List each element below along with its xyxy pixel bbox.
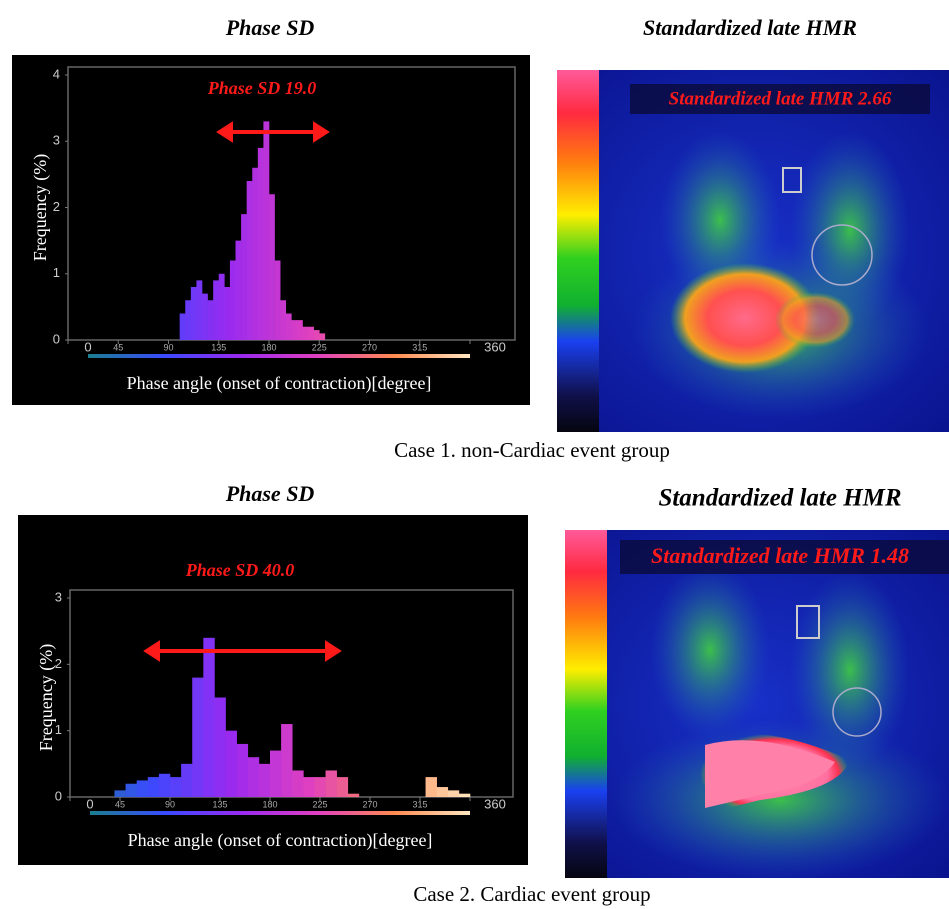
x-tick-label: 360: [484, 796, 506, 811]
y-tick-label: 3: [53, 133, 60, 148]
histogram-bar: [252, 168, 258, 340]
caption: Case 1. non-Cardiac event group: [394, 438, 670, 462]
x-tick-label: 90: [165, 799, 175, 809]
histogram-bar: [426, 777, 437, 797]
histogram-bar: [230, 261, 236, 341]
x-axis-label: Phase angle (onset of contraction)[degre…: [128, 830, 433, 851]
histogram-bar: [270, 751, 281, 797]
histogram-bar: [214, 698, 225, 798]
histogram-bar: [292, 770, 303, 797]
histogram-bar: [248, 757, 259, 797]
histogram-bar: [196, 280, 202, 340]
histogram-bar: [263, 121, 269, 340]
image-label: Standardized late HMR 1.48: [651, 543, 909, 568]
histogram-title: Phase SD: [225, 15, 315, 40]
x-tick-label: 270: [362, 342, 377, 352]
histogram-bar: [203, 638, 214, 797]
scan-image: Standardized late HMR 1.48: [565, 530, 949, 880]
image-title: Standardized late HMR: [643, 15, 857, 40]
histogram-bar: [159, 774, 170, 797]
y-tick-label: 3: [55, 589, 62, 604]
x-tick-label: 135: [212, 799, 227, 809]
histogram-bar: [191, 287, 197, 340]
histogram-bar: [286, 314, 292, 341]
annotation: Phase SD 19.0: [207, 78, 317, 98]
y-axis-label: Frequency (%): [30, 154, 51, 261]
histogram-bar: [258, 148, 264, 340]
x-tick-label: 45: [115, 799, 125, 809]
histogram-bar: [185, 300, 191, 340]
x-tick-label: 225: [312, 342, 327, 352]
scan-image: Standardized late HMR 2.66: [557, 70, 949, 432]
histogram-bar: [181, 764, 192, 797]
histogram-bar: [226, 731, 237, 797]
histogram-bar: [337, 777, 348, 797]
x-tick-label: 315: [412, 799, 427, 809]
histogram-bar: [319, 333, 325, 340]
x-tick-label: 180: [261, 342, 276, 352]
histogram-bar: [269, 194, 275, 340]
histogram-bar: [224, 287, 230, 340]
image-title: Standardized late HMR: [658, 485, 901, 512]
y-tick-label: 0: [55, 788, 62, 803]
histogram-bar: [259, 764, 270, 797]
histogram-bar: [208, 300, 214, 340]
histogram-bar: [303, 327, 309, 340]
histogram-bar: [126, 784, 137, 797]
histogram-bar: [308, 327, 314, 340]
x-tick-label: 90: [163, 342, 173, 352]
histogram-bar: [170, 777, 181, 797]
annotation: Phase SD 40.0: [185, 560, 295, 580]
x-tick-label: 180: [262, 799, 277, 809]
x-tick-label: 270: [362, 799, 377, 809]
histogram-bar: [280, 300, 286, 340]
histogram-bar: [448, 790, 459, 797]
y-tick-label: 4: [53, 66, 60, 81]
histogram-bar: [219, 274, 225, 340]
histogram-bar: [236, 241, 242, 340]
histogram-bar: [247, 181, 253, 340]
y-tick-label: 0: [53, 331, 60, 346]
colorbar: [88, 354, 470, 358]
histogram-bar: [297, 320, 303, 340]
histogram-bar: [114, 790, 125, 797]
histogram-bar: [348, 794, 359, 797]
figure: 045901351802252703153600123Frequency (%)…: [0, 0, 949, 909]
histogram-chart: 0 45 90 135 180 225 270 315 360 0 1 2 3 4 Frequency (%…: [12, 55, 530, 405]
x-tick-label: 135: [211, 342, 226, 352]
histogram-bar: [291, 320, 297, 340]
histogram-bar: [314, 777, 325, 797]
caption: Case 2. Cardiac event group: [413, 882, 650, 906]
histogram-bar: [137, 780, 148, 797]
histogram-bar: [437, 787, 448, 797]
histogram-bar: [275, 261, 281, 341]
colorbar: [90, 811, 470, 815]
histogram-title: Phase SD: [225, 481, 315, 506]
x-tick-label: 360: [484, 339, 506, 354]
y-tick-label: 1: [53, 265, 60, 280]
histogram-bar: [459, 794, 470, 797]
x-tick-label: 0: [86, 796, 93, 811]
histogram-bar: [213, 280, 219, 340]
histogram-bar: [314, 330, 320, 340]
histogram-bar: [202, 294, 208, 340]
x-tick-label: 315: [412, 342, 427, 352]
histogram-bar: [180, 314, 186, 341]
y-axis-label: Frequency (%): [36, 644, 57, 751]
x-tick-label: 45: [113, 342, 123, 352]
image-label: Standardized late HMR 2.66: [669, 88, 892, 109]
histogram-bar: [148, 777, 159, 797]
histogram-bar: [303, 777, 314, 797]
x-tick-label: 0: [84, 339, 91, 354]
histogram-bar: [192, 678, 203, 797]
histogram-bar: [281, 724, 292, 797]
histogram-bar: [326, 770, 337, 797]
histogram-bar: [241, 214, 247, 340]
x-tick-label: 225: [312, 799, 327, 809]
x-axis-label: Phase angle (onset of contraction)[degre…: [127, 373, 432, 394]
y-tick-label: 2: [53, 199, 60, 214]
histogram-bar: [237, 744, 248, 797]
